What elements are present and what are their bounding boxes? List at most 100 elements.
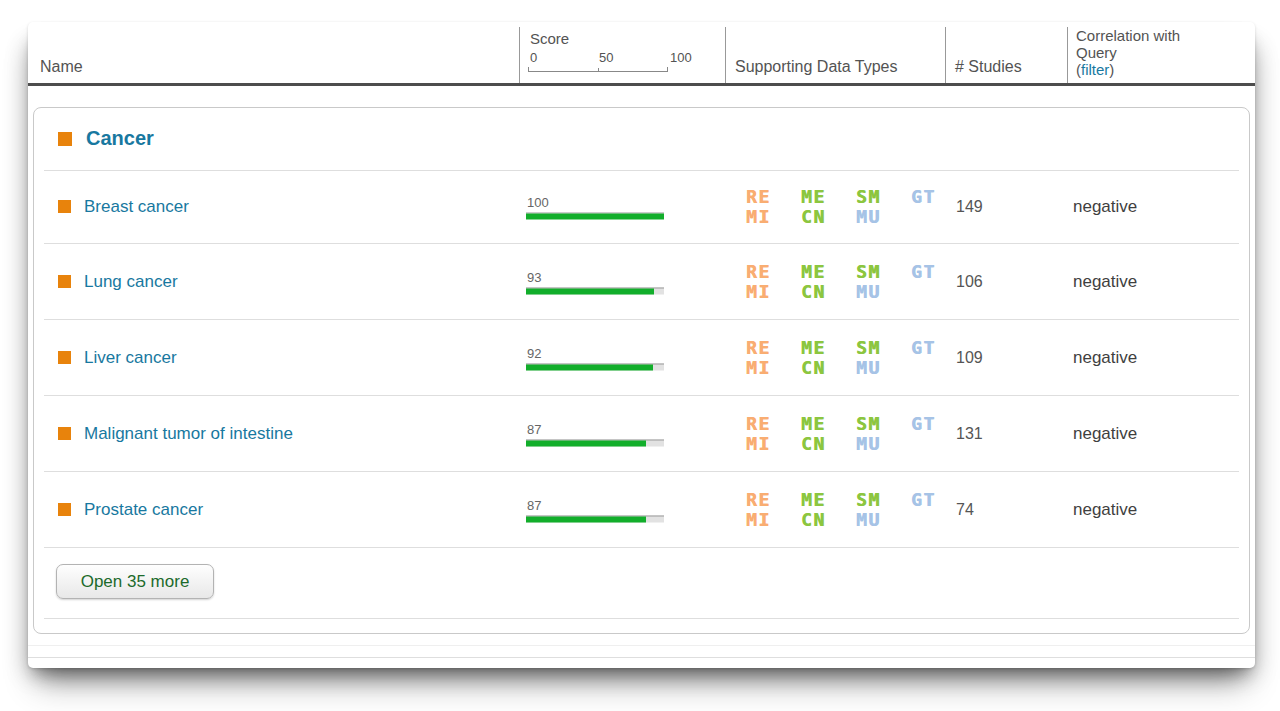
score-value: 100	[527, 195, 664, 210]
score-cell: 92	[526, 345, 664, 370]
column-divider	[1067, 27, 1068, 83]
studies-count: 106	[956, 273, 983, 291]
data-type-code: MI	[746, 207, 801, 227]
correlation-value: negative	[1073, 500, 1137, 520]
data-type-code: CN	[801, 434, 856, 454]
table-row: Lung cancer 93 REMESMGT MICNMU 106 negat…	[34, 244, 1249, 319]
score-bar-track	[526, 363, 664, 370]
filter-link[interactable]: filter	[1081, 61, 1109, 78]
data-type-code: SM	[856, 187, 911, 207]
correlation-value: negative	[1073, 424, 1137, 444]
data-type-code: SM	[856, 338, 911, 358]
score-bar-track	[526, 515, 664, 522]
data-type-code: MU	[856, 434, 911, 454]
card-footer-line	[28, 657, 1255, 658]
data-type-codes: REMESMGT MICNMU	[746, 338, 966, 378]
score-axis-ticks: 0 50 100	[528, 50, 728, 67]
correlation-line2: Query	[1076, 44, 1117, 61]
disease-name-link[interactable]: Malignant tumor of intestine	[84, 424, 293, 444]
score-value: 93	[527, 269, 664, 284]
score-value: 87	[527, 421, 664, 436]
score-label: Score	[530, 30, 728, 47]
data-type-code: RE	[746, 490, 801, 510]
studies-count: 131	[956, 425, 983, 443]
panel-footer-separator	[44, 618, 1239, 619]
data-type-codes: REMESMGT MICNMU	[746, 187, 966, 227]
score-axis-ruler	[528, 67, 668, 72]
orange-square-icon	[58, 351, 71, 364]
score-bar-track	[526, 287, 664, 294]
score-cell: 93	[526, 269, 664, 294]
orange-square-icon	[58, 427, 71, 440]
column-divider	[519, 27, 520, 83]
disease-name-link[interactable]: Prostate cancer	[84, 500, 203, 520]
score-cell: 100	[526, 195, 664, 220]
open-more-button[interactable]: Open 35 more	[56, 564, 214, 599]
data-type-codes: REMESMGT MICNMU	[746, 414, 966, 454]
correlation-value: negative	[1073, 348, 1137, 368]
column-header-data-types: Supporting Data Types	[735, 58, 897, 76]
orange-square-icon	[58, 275, 71, 288]
score-bar-track	[526, 439, 664, 446]
score-bar-fill	[526, 288, 654, 294]
table-row: Prostate cancer 87 REMESMGT MICNMU 74 ne…	[34, 472, 1249, 547]
data-type-code: ME	[801, 490, 856, 510]
column-header-name: Name	[40, 58, 83, 76]
group-name-link[interactable]: Cancer	[86, 127, 154, 150]
column-divider	[945, 27, 946, 83]
table-row: Malignant tumor of intestine 87 REMESMGT…	[34, 396, 1249, 471]
orange-square-icon	[58, 200, 71, 213]
data-type-code: CN	[801, 207, 856, 227]
score-value: 87	[527, 497, 664, 512]
score-bar-fill	[526, 214, 664, 220]
data-type-code: MI	[746, 434, 801, 454]
score-bar-track	[526, 213, 664, 220]
data-type-code: MI	[746, 358, 801, 378]
score-tick-100: 100	[670, 50, 692, 65]
button-row: Open 35 more	[34, 548, 1249, 618]
data-type-code: SM	[856, 262, 911, 282]
correlation-line1: Correlation with	[1076, 27, 1180, 44]
score-cell: 87	[526, 421, 664, 446]
score-bar-fill	[526, 516, 646, 522]
column-divider	[725, 27, 726, 83]
score-bar-fill	[526, 364, 653, 370]
orange-square-icon	[58, 132, 72, 146]
table-row: Liver cancer 92 REMESMGT MICNMU 109 nega…	[34, 320, 1249, 395]
data-type-code: MI	[746, 282, 801, 302]
data-type-code: ME	[801, 262, 856, 282]
table-header: Name Score 0 50 100 Supporting Data Type…	[28, 22, 1255, 86]
correlation-value: negative	[1073, 197, 1137, 217]
disease-name-link[interactable]: Liver cancer	[84, 348, 177, 368]
data-type-code: RE	[746, 187, 801, 207]
orange-square-icon	[58, 503, 71, 516]
data-type-code: ME	[801, 414, 856, 434]
score-value: 92	[527, 345, 664, 360]
studies-count: 74	[956, 501, 974, 519]
data-type-code: CN	[801, 510, 856, 530]
disease-name-link[interactable]: Breast cancer	[84, 197, 189, 217]
data-type-code: SM	[856, 414, 911, 434]
results-panel: Cancer Breast cancer 100 REMESMGT MICNMU…	[33, 107, 1250, 634]
data-type-code: RE	[746, 338, 801, 358]
column-header-score: Score 0 50 100	[528, 30, 728, 72]
data-type-code: SM	[856, 490, 911, 510]
data-type-code: CN	[801, 282, 856, 302]
results-card: Name Score 0 50 100 Supporting Data Type…	[28, 22, 1255, 668]
disease-name-link[interactable]: Lung cancer	[84, 272, 178, 292]
correlation-value: negative	[1073, 272, 1137, 292]
score-tick-50: 50	[599, 50, 613, 65]
data-type-code: ME	[801, 187, 856, 207]
studies-count: 149	[956, 198, 983, 216]
data-type-code: MU	[856, 282, 911, 302]
data-type-codes: REMESMGT MICNMU	[746, 262, 966, 302]
score-cell: 87	[526, 497, 664, 522]
data-type-code: MI	[746, 510, 801, 530]
data-type-code: RE	[746, 262, 801, 282]
card-footer-line	[28, 645, 1255, 646]
data-type-code: ME	[801, 338, 856, 358]
data-type-code: MU	[856, 207, 911, 227]
data-type-codes: REMESMGT MICNMU	[746, 490, 966, 530]
score-bar-fill	[526, 440, 646, 446]
data-type-code: MU	[856, 358, 911, 378]
